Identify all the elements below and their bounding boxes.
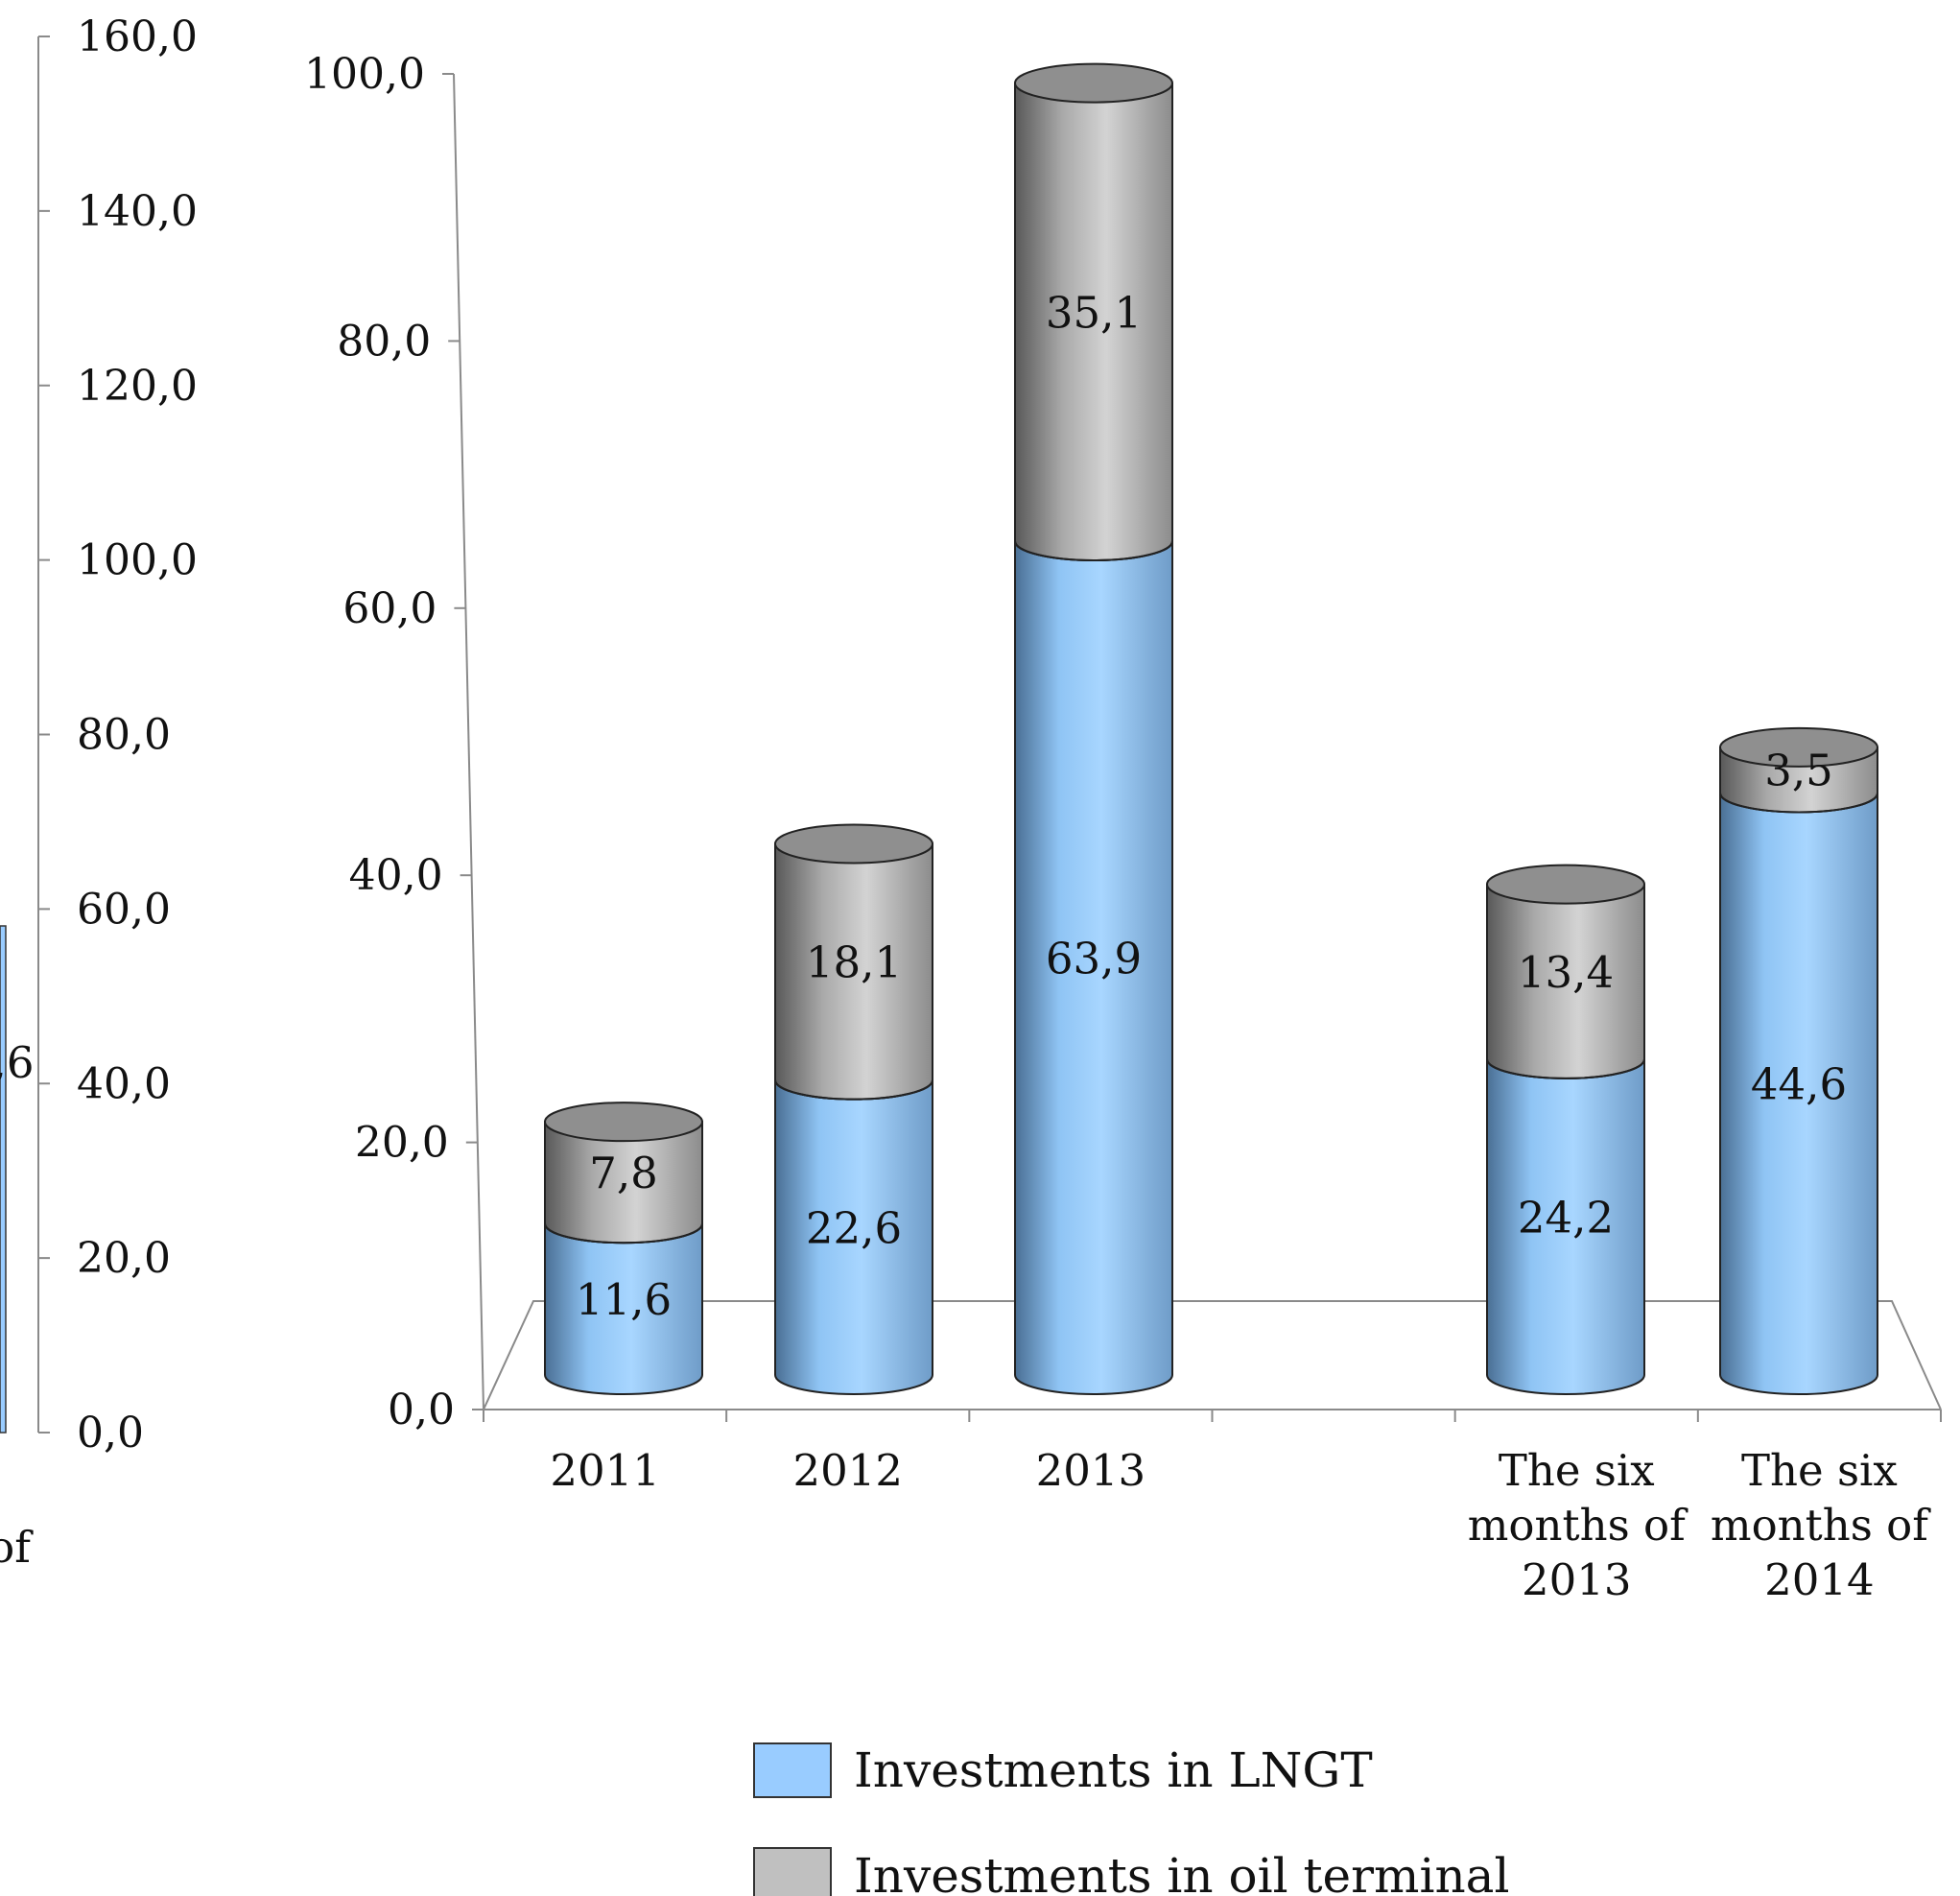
clipped-data-label: ,6	[0, 1037, 34, 1088]
category-label: 2014	[1764, 1554, 1875, 1605]
bar-top-cap	[1719, 726, 1878, 768]
category-label: 2013	[1522, 1554, 1632, 1605]
data-label-oil-terminal: 3,5	[1764, 746, 1833, 796]
bar-top-cap	[1486, 864, 1645, 905]
segment-seam	[1719, 793, 1878, 814]
bars: 11,6 7,8 22,6 18,1 63,9 35,1 24,2 13,4 44,6 3,5	[544, 62, 1878, 1395]
y-tick-label: 60,0	[342, 584, 437, 633]
category-label: The six	[1741, 1445, 1898, 1496]
clipped-left-chart: 0,020,040,060,080,0100,0120,0140,0160,0 …	[0, 12, 198, 1573]
left-tick-label: 80,0	[77, 711, 171, 760]
left-tick-label: 140,0	[77, 187, 198, 236]
data-label-lngt: 44,6	[1751, 1059, 1847, 1110]
y-tick-label: 80,0	[337, 317, 431, 366]
legend-swatch-lngt	[753, 1742, 832, 1798]
legend-label-lngt: Investments in LNGT	[854, 1742, 1373, 1798]
y-tick-label: 100,0	[304, 50, 425, 99]
bar-stack: 11,6 7,8	[544, 1102, 703, 1395]
left-tick-label: 60,0	[77, 885, 171, 934]
segment-seam	[1014, 540, 1173, 561]
data-label-lngt: 63,9	[1046, 933, 1142, 984]
segment-seam	[774, 1079, 933, 1101]
legend-swatch-oil-terminal	[753, 1847, 832, 1896]
legend: Investments in LNGT Investments in oil t…	[753, 1742, 1509, 1896]
bar-stack: 44,6 3,5	[1719, 726, 1878, 1395]
left-tick-label: 160,0	[77, 12, 198, 61]
category-label: months of	[1468, 1500, 1688, 1551]
category-label: 2011	[550, 1445, 660, 1496]
left-tick-label: 40,0	[77, 1059, 171, 1108]
data-label-lngt: 24,2	[1518, 1192, 1614, 1243]
category-label: months of	[1711, 1500, 1931, 1551]
left-tick-label: 100,0	[77, 536, 198, 585]
y-axis: 0,0 20,0 40,0 60,0 80,0 100,0	[304, 50, 484, 1434]
main-chart: 0,0 20,0 40,0 60,0 80,0 100,0 2011 2012 2013 The…	[304, 50, 1942, 1605]
clipped-category-label: of	[0, 1522, 34, 1573]
clipped-bar-fragment	[0, 925, 7, 1434]
data-label-lngt: 11,6	[576, 1274, 672, 1325]
data-label-oil-terminal: 35,1	[1046, 287, 1142, 338]
category-label: 2012	[792, 1445, 903, 1496]
legend-label-oil-terminal: Investments in oil terminal	[854, 1848, 1509, 1896]
y-tick-label: 20,0	[355, 1119, 449, 1168]
bar-stack: 24,2 13,4	[1486, 864, 1645, 1395]
bar-top-cap	[774, 823, 933, 865]
category-label: 2013	[1036, 1445, 1146, 1496]
y-tick-label: 40,0	[349, 851, 443, 900]
data-label-oil-terminal: 18,1	[806, 937, 902, 988]
data-label-lngt: 22,6	[806, 1202, 902, 1253]
bar-top-cap	[1014, 62, 1173, 104]
left-tick-label: 120,0	[77, 362, 198, 411]
data-label-oil-terminal: 7,8	[589, 1148, 658, 1198]
floor-outline	[453, 73, 1942, 1410]
left-tick-label: 20,0	[77, 1234, 171, 1283]
bar-top-cap	[544, 1102, 703, 1143]
data-label-oil-terminal: 13,4	[1518, 947, 1614, 998]
y-tick-label: 0,0	[388, 1386, 455, 1434]
bar-stack: 63,9 35,1	[1014, 62, 1173, 1395]
bar-stack: 22,6 18,1	[774, 823, 933, 1395]
segment-seam	[1486, 1058, 1645, 1079]
segment-seam	[544, 1223, 703, 1244]
left-tick-label: 0,0	[77, 1409, 144, 1458]
category-label: The six	[1499, 1445, 1655, 1496]
